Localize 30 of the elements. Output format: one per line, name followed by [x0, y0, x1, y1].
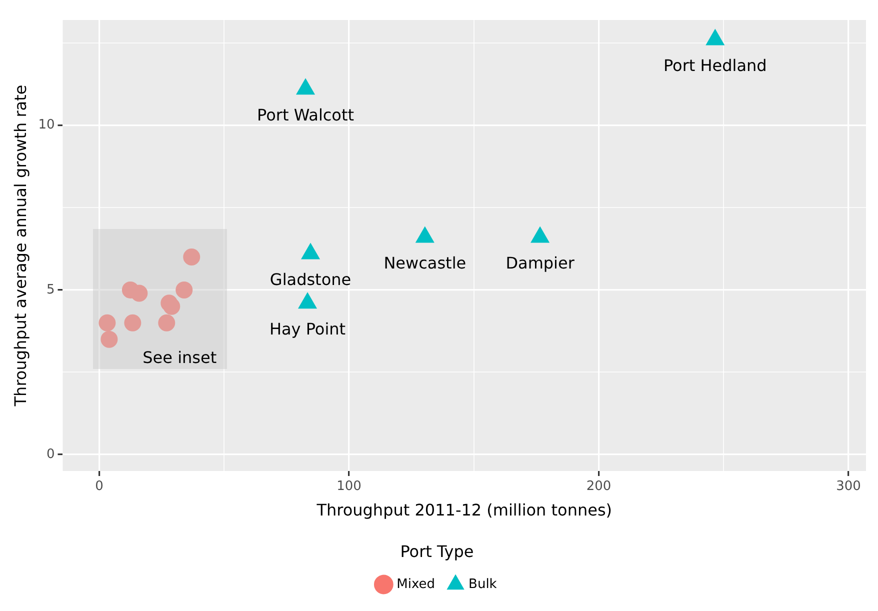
annotation: Hay Point [269, 319, 346, 338]
point [706, 29, 724, 46]
annotation: Port Hedland [663, 56, 767, 75]
x-tick-label: 0 [95, 479, 104, 494]
legend-label: Bulk [468, 576, 498, 592]
x-tick-label: 300 [836, 479, 861, 494]
x-axis-title: Throughput 2011-12 (million tonnes) [316, 500, 612, 520]
annotation: Gladstone [270, 270, 352, 289]
point [100, 330, 118, 348]
y-tick-label: 10 [38, 118, 55, 133]
inset-region-box: See inset [93, 229, 227, 370]
point [98, 314, 116, 332]
y-tick-label: 0 [46, 446, 55, 462]
annotation: See inset [142, 348, 217, 368]
point [176, 281, 193, 298]
point [163, 298, 180, 315]
y-tick-label: 5 [46, 282, 55, 298]
point [124, 314, 142, 332]
point [183, 248, 200, 266]
x-tick-label: 200 [586, 479, 612, 494]
point [130, 284, 148, 302]
point [158, 314, 176, 332]
x-tick-label: 100 [336, 479, 362, 494]
annotation: Port Walcott [257, 105, 354, 124]
legend-label: Mixed [396, 576, 436, 592]
point [296, 78, 315, 95]
y-axis-title: Throughput average annual growth rate [10, 84, 30, 408]
annotation: Newcastle [384, 253, 466, 272]
legend-title: Port Type [400, 542, 474, 561]
annotation: Dampier [506, 253, 575, 272]
